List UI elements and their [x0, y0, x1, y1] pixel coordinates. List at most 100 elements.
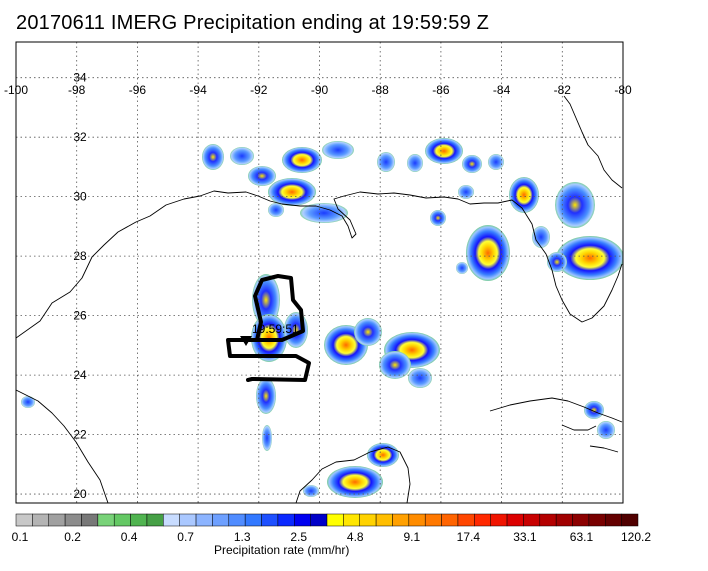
colorbar-swatch: [114, 514, 130, 526]
rain-cell: [407, 154, 423, 172]
rain-cell: [584, 401, 604, 419]
colorbar-swatch: [540, 514, 556, 526]
rain-cell: [230, 147, 254, 165]
colorbar: [16, 514, 638, 526]
colorbar-swatch: [327, 514, 343, 526]
colorbar-label: 0.7: [177, 530, 194, 544]
lat-lon-grid: [16, 42, 623, 503]
rain-cell: [202, 144, 224, 170]
precipitation-cells: [21, 138, 624, 498]
colorbar-swatch: [458, 514, 474, 526]
colorbar-swatch: [163, 514, 179, 526]
colorbar-swatch: [573, 514, 589, 526]
longitude-tick-label: -98: [68, 83, 86, 97]
latitude-tick-label: 34: [73, 71, 87, 85]
colorbar-swatch: [491, 514, 507, 526]
rain-cell: [268, 203, 284, 217]
colorbar-label: 9.1: [403, 530, 420, 544]
colorbar-label: 4.8: [347, 530, 364, 544]
colorbar-swatch: [49, 514, 65, 526]
track-time-label: 19:59:51: [252, 322, 299, 336]
rain-cell: [556, 236, 624, 280]
colorbar-swatch: [392, 514, 408, 526]
longitude-tick-label: -84: [493, 83, 511, 97]
colorbar-label: 120.2: [621, 530, 651, 544]
colorbar-label: 0.1: [12, 530, 29, 544]
rain-cell: [425, 138, 463, 164]
colorbar-swatch: [81, 514, 97, 526]
longitude-tick-label: -94: [189, 83, 207, 97]
longitude-labels: -100 -98 -96 -94 -92 -90 -88 -86 -84 -82 -80: [4, 83, 632, 97]
latitude-tick-label: 24: [73, 368, 87, 382]
colorbar-swatch: [376, 514, 392, 526]
rain-cell: [532, 226, 550, 248]
rain-cell: [408, 368, 432, 388]
colorbar-swatch: [343, 514, 359, 526]
colorbar-swatch: [589, 514, 605, 526]
longitude-tick-label: -86: [432, 83, 450, 97]
colorbar-swatch: [65, 514, 81, 526]
latitude-tick-label: 30: [73, 190, 87, 204]
colorbar-swatch: [523, 514, 539, 526]
latitude-tick-label: 26: [73, 309, 87, 323]
colorbar-swatch: [311, 514, 327, 526]
rain-cell: [282, 147, 322, 173]
rain-cell: [367, 443, 399, 467]
rain-cell: [248, 166, 276, 186]
longitude-tick-label: -92: [250, 83, 268, 97]
colorbar-swatch: [622, 514, 638, 526]
colorbar-swatch: [98, 514, 114, 526]
longitude-tick-label: -80: [614, 83, 632, 97]
colorbar-swatch: [147, 514, 163, 526]
rain-cell: [547, 252, 567, 272]
colorbar-swatch: [212, 514, 228, 526]
colorbar-label: 63.1: [570, 530, 593, 544]
rain-cell: [303, 485, 319, 497]
longitude-tick-label: -82: [554, 83, 572, 97]
rain-cell: [354, 318, 382, 346]
rain-cell: [509, 177, 539, 213]
rain-cell: [322, 141, 354, 159]
colorbar-label: 33.1: [513, 530, 536, 544]
colorbar-swatch: [180, 514, 196, 526]
rain-cell: [430, 210, 446, 226]
colorbar-swatch: [507, 514, 523, 526]
rain-cell: [466, 225, 510, 281]
colorbar-label: 17.4: [457, 530, 480, 544]
colorbar-swatch: [196, 514, 212, 526]
colorbar-swatch: [245, 514, 261, 526]
rain-cell: [377, 152, 395, 172]
longitude-tick-label: -90: [311, 83, 329, 97]
latitude-tick-label: 20: [73, 487, 87, 501]
rain-cell: [21, 396, 35, 408]
longitude-tick-label: -96: [129, 83, 147, 97]
rain-cell: [327, 466, 383, 498]
colorbar-label: 0.4: [121, 530, 138, 544]
rain-cell: [262, 425, 272, 451]
colorbar-swatch: [605, 514, 621, 526]
colorbar-label: 0.2: [64, 530, 81, 544]
colorbar-swatch: [442, 514, 458, 526]
colorbar-swatch: [474, 514, 490, 526]
latitude-tick-label: 32: [73, 130, 87, 144]
longitude-tick-label: -100: [4, 83, 28, 97]
colorbar-swatch: [32, 514, 48, 526]
rain-cell: [456, 262, 468, 274]
colorbar-swatch: [229, 514, 245, 526]
colorbar-swatch: [556, 514, 572, 526]
rain-cell: [256, 378, 276, 414]
colorbar-swatch: [131, 514, 147, 526]
longitude-tick-label: -88: [372, 83, 390, 97]
colorbar-title: Precipitation rate (mm/hr): [214, 543, 349, 557]
colorbar-swatch: [425, 514, 441, 526]
colorbar-label: 1.3: [234, 530, 251, 544]
colorbar-swatch: [278, 514, 294, 526]
rain-cell: [597, 421, 615, 439]
rain-cell: [488, 154, 504, 170]
rain-cell: [555, 182, 595, 228]
latitude-tick-label: 22: [73, 428, 87, 442]
colorbar-swatch: [262, 514, 278, 526]
colorbar-swatch: [409, 514, 425, 526]
rain-cell: [268, 178, 316, 206]
